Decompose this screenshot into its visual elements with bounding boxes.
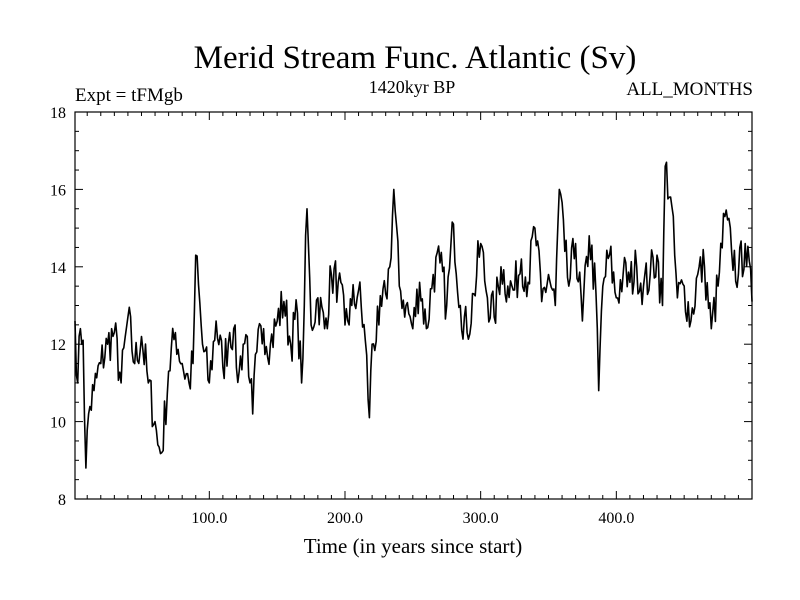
plot-frame	[74, 111, 753, 500]
x-tick-label: 300.0	[463, 510, 499, 527]
experiment-label: Expt = tFMgb	[75, 85, 183, 106]
y-tick-label: 10	[50, 415, 66, 432]
chart-subtitle: 1420kyr BP	[369, 77, 456, 97]
x-tick-label: 200.0	[327, 510, 363, 527]
y-tick-label: 14	[50, 260, 66, 277]
y-tick-label: 8	[58, 492, 66, 509]
chart-title: Merid Stream Func. Atlantic (Sv)	[194, 40, 637, 76]
x-tick-label: 100.0	[191, 510, 227, 527]
series-line	[74, 161, 753, 469]
y-tick-label: 12	[50, 337, 66, 354]
axis-tick-labels: 100.0 200.0 300.0 400.0 8 10 12 14 16 18	[50, 105, 634, 527]
axis-ticks	[75, 111, 752, 500]
x-tick-label: 400.0	[598, 510, 634, 527]
months-label: ALL_MONTHS	[626, 79, 753, 100]
y-tick-label: 16	[50, 182, 66, 199]
y-tick-label: 18	[50, 105, 66, 122]
x-axis-label: Time (in years since start)	[304, 534, 523, 558]
